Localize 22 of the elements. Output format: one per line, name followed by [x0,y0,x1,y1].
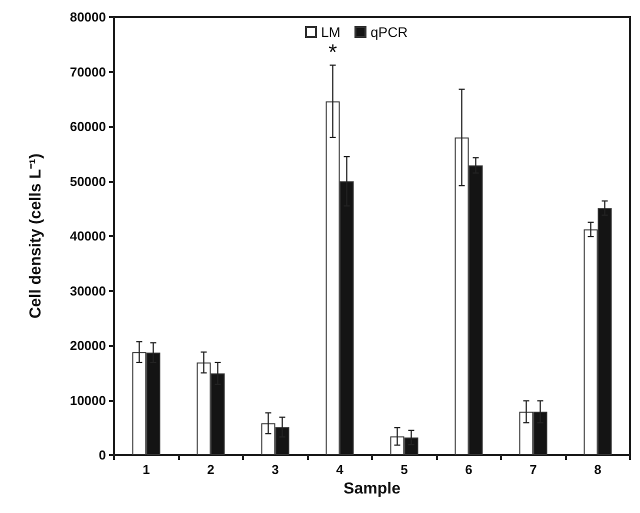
x-axis-title: Sample [344,480,401,498]
y-tick-label: 30000 [70,283,106,298]
y-tick-label: 50000 [70,174,106,189]
x-tick-label: 7 [530,462,537,477]
y-axis-title: Cell density (cells L⁻¹) [28,153,44,319]
legend-label: qPCR [370,24,408,40]
x-tick-label: 5 [400,462,408,477]
x-tick-label: 2 [207,462,214,477]
annotation: * [328,40,338,65]
legend-label: LM [321,24,340,40]
x-tick-label: 8 [594,462,602,477]
y-tick-label: 70000 [70,64,106,80]
x-tick-label: 3 [272,462,279,477]
y-tick-label: 10000 [70,392,106,408]
y-tick-label: 80000 [70,10,106,24]
y-tick-label: 0 [98,448,106,462]
y-tick-label: 60000 [70,119,106,134]
x-tick-label: 4 [336,462,344,477]
x-tick-label: 1 [142,462,150,477]
y-tick-label: 20000 [70,338,106,353]
y-tick-label: 40000 [70,228,106,244]
x-tick-label: 6 [465,462,472,477]
